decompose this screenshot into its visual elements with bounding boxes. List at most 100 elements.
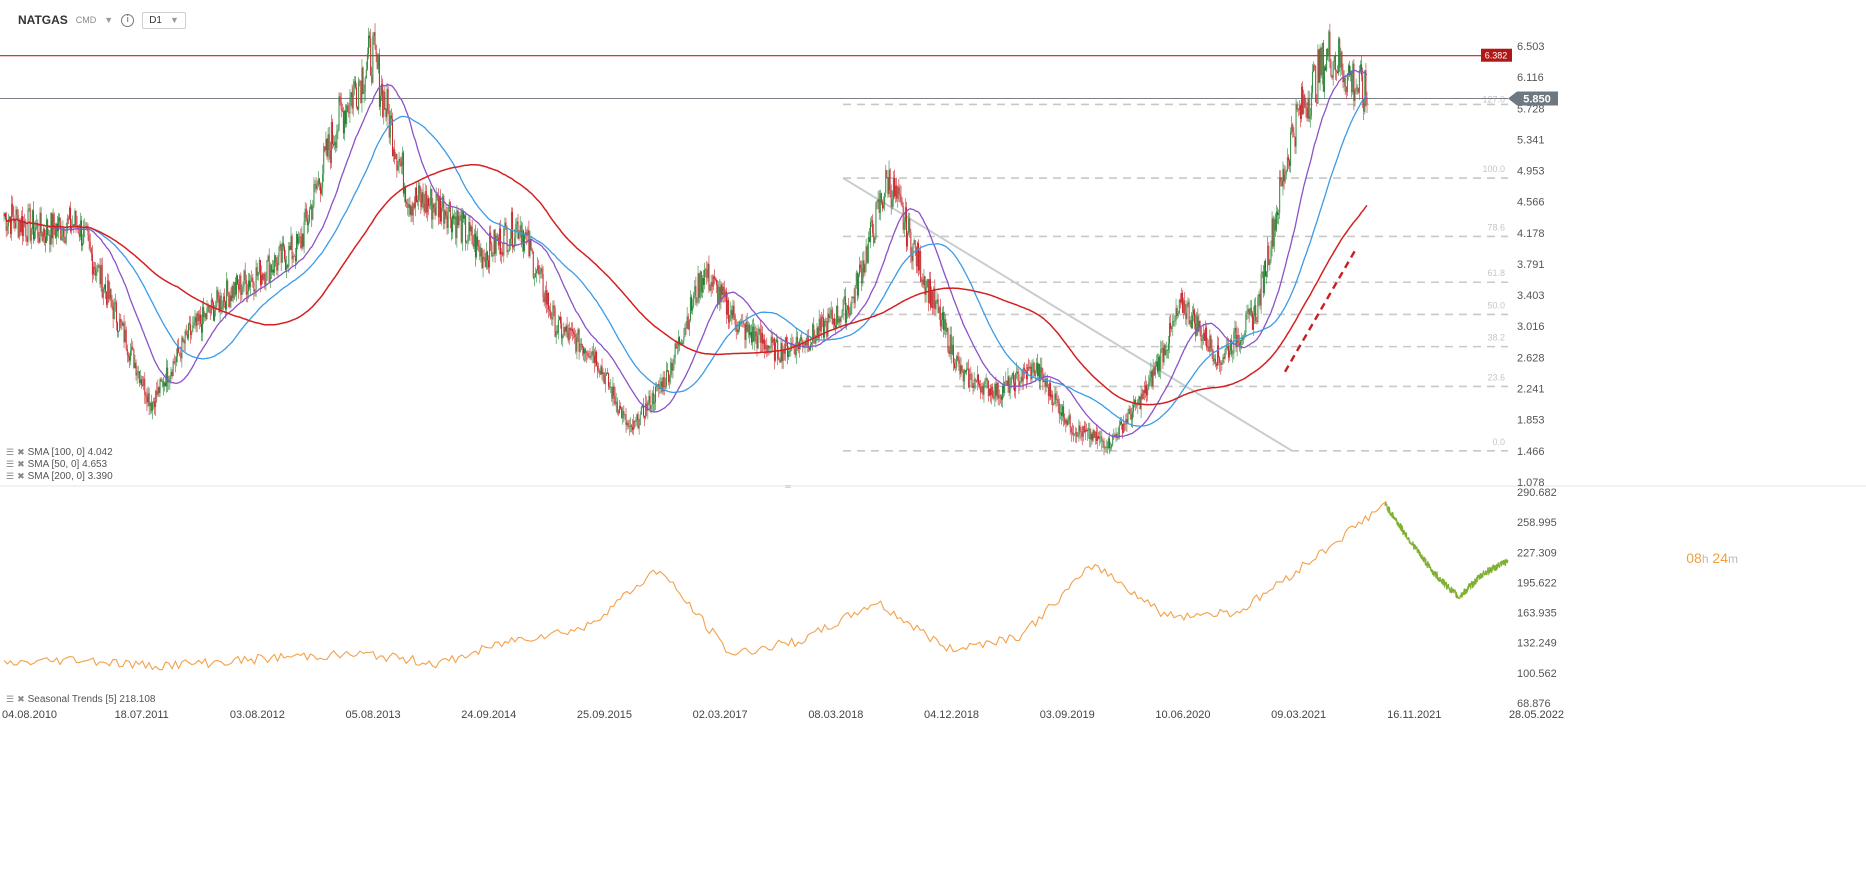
candle-body (171, 371, 173, 376)
candle-body (517, 221, 519, 239)
candle-body (1127, 413, 1129, 424)
candle-body (866, 246, 868, 263)
candle-body (321, 187, 323, 194)
candle-body (352, 87, 354, 109)
candle-body (278, 247, 280, 257)
candle-body (812, 324, 814, 343)
candle-body (78, 233, 80, 237)
candle-body (389, 115, 391, 138)
candle-body (204, 313, 206, 318)
candle-body (881, 202, 883, 209)
candle-body (1337, 71, 1339, 74)
candle-body (173, 361, 175, 363)
candle-body (466, 241, 468, 243)
candle-body (676, 346, 678, 349)
candle-body (1335, 70, 1337, 72)
menu-icon[interactable]: ☰ (6, 471, 15, 481)
candle-body (824, 321, 826, 338)
candle-body (263, 273, 265, 280)
candle-body (768, 345, 770, 349)
candle-body (1178, 299, 1180, 313)
candle-body (421, 192, 423, 208)
candle-body (617, 411, 619, 413)
legend-seasonal[interactable]: ☰ ✖ Seasonal Trends [5] 218.108 (6, 694, 156, 705)
candle-body (17, 214, 19, 238)
candle-body (594, 351, 596, 364)
candle-body (162, 380, 164, 387)
candle-body (161, 380, 163, 382)
candle-body (563, 327, 565, 336)
candle-body (539, 271, 541, 275)
candle-body (82, 243, 84, 246)
legend-sma-100[interactable]: ☰ ✖ SMA [100, 0] 4.042 (6, 447, 113, 458)
candle-body (635, 420, 637, 422)
x-tick-label: 03.08.2012 (230, 709, 285, 721)
candle-body (546, 293, 548, 305)
timer-h-unit: h (1701, 552, 1709, 566)
close-icon[interactable]: ✖ (17, 459, 25, 469)
candle-body (785, 337, 787, 342)
candle-body (1208, 346, 1210, 352)
fib-level-label: 0.0 (1492, 437, 1505, 447)
candle-body (106, 291, 108, 305)
timeframe-select[interactable]: D1 ▼ (142, 11, 186, 29)
candle-body (869, 221, 871, 243)
candle-body (488, 260, 490, 268)
candle-body (28, 208, 30, 210)
candle-body (305, 208, 307, 219)
candle-body (90, 248, 92, 254)
menu-icon[interactable]: ☰ (6, 694, 15, 704)
candle-body (1356, 87, 1358, 89)
candle-body (1141, 393, 1143, 399)
candle-body (543, 297, 545, 303)
close-icon[interactable]: ✖ (17, 471, 25, 481)
menu-icon[interactable]: ☰ (6, 459, 15, 469)
candle-body (454, 216, 456, 220)
candle-body (1083, 426, 1085, 432)
candle-body (564, 327, 566, 332)
timer-m-unit: m (1728, 552, 1738, 566)
candle-body (53, 214, 55, 230)
candle-body (761, 332, 763, 344)
candle-body (1273, 219, 1275, 247)
candle-body (202, 306, 204, 333)
candle-body (1024, 370, 1026, 372)
menu-icon[interactable]: ☰ (6, 447, 15, 457)
symbol-label[interactable]: NATGAS (18, 13, 68, 27)
candle-body (59, 217, 61, 222)
candle-body (820, 316, 822, 332)
close-icon[interactable]: ✖ (17, 694, 25, 704)
candle-body (244, 270, 246, 281)
chevron-down-icon[interactable]: ▼ (104, 15, 114, 25)
candle-body (287, 264, 289, 267)
close-icon[interactable]: ✖ (17, 447, 25, 457)
candle-body (187, 323, 189, 339)
candle-body (845, 309, 847, 323)
candle-body (678, 337, 680, 345)
candle-body (1345, 86, 1347, 93)
legend-sma-50[interactable]: ☰ ✖ SMA [50, 0] 4.653 (6, 459, 107, 470)
candle-body (758, 328, 760, 332)
candle-body (363, 92, 365, 94)
candle-body (141, 379, 143, 385)
candle-body (1112, 435, 1114, 445)
candle-body (972, 386, 974, 388)
candlesticks (3, 23, 1368, 456)
overlay-lines (0, 55, 1508, 373)
candle-body (218, 298, 220, 313)
candle-body (1077, 435, 1079, 437)
candle-body (588, 356, 590, 358)
candle-body (1079, 425, 1081, 431)
candle-body (1156, 361, 1158, 372)
info-icon[interactable]: i (121, 13, 135, 27)
candle-body (1053, 403, 1055, 406)
candle-body (1035, 362, 1037, 371)
candle-body (51, 213, 53, 239)
candle-body (225, 301, 227, 310)
candle-body (836, 305, 838, 329)
candle-body (262, 274, 264, 280)
candle-body (1263, 260, 1265, 294)
legend-sma-200[interactable]: ☰ ✖ SMA [200, 0] 3.390 (6, 471, 113, 482)
